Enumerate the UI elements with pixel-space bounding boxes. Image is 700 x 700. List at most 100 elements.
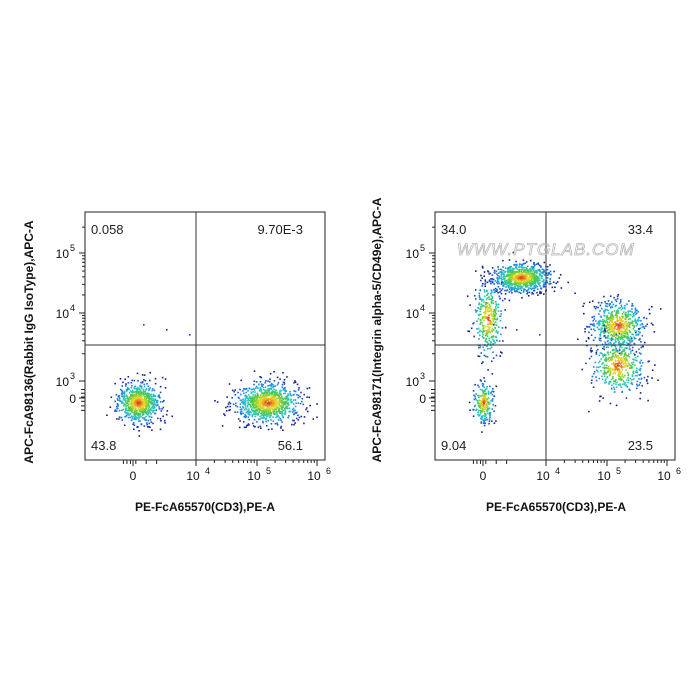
event-point <box>493 310 496 313</box>
event-point <box>513 278 516 281</box>
event-point <box>491 278 493 280</box>
event-point <box>615 365 617 368</box>
event-point <box>559 274 562 276</box>
event-point <box>269 380 271 383</box>
event-point <box>159 385 162 388</box>
event-point <box>139 401 141 403</box>
event-point <box>499 291 501 293</box>
event-point <box>635 334 637 336</box>
event-point <box>478 406 481 408</box>
event-point <box>275 411 278 413</box>
event-point <box>623 322 626 325</box>
event-point <box>604 328 606 330</box>
event-point <box>480 303 483 306</box>
event-point <box>477 394 479 397</box>
event-point <box>234 394 237 396</box>
event-point <box>247 409 249 412</box>
event-point <box>476 320 478 322</box>
event-point <box>489 416 491 419</box>
event-point <box>519 274 521 277</box>
event-point <box>242 406 244 408</box>
event-point <box>624 352 627 354</box>
event-point <box>605 327 607 330</box>
event-point <box>484 279 487 281</box>
event-point <box>601 363 603 365</box>
event-point <box>158 396 161 398</box>
event-point <box>599 320 601 322</box>
event-point <box>266 407 269 410</box>
event-point <box>592 328 595 331</box>
event-point <box>512 287 515 289</box>
event-point <box>521 279 524 282</box>
event-point <box>610 378 613 381</box>
event-point <box>116 398 119 400</box>
scatter-points <box>106 324 318 437</box>
event-point <box>258 383 260 386</box>
event-point <box>492 343 495 345</box>
event-point <box>626 339 629 341</box>
event-point <box>597 301 600 304</box>
event-point <box>614 363 616 366</box>
event-point <box>277 419 280 421</box>
event-point <box>137 400 139 402</box>
event-point <box>631 375 634 378</box>
event-point <box>247 400 249 402</box>
event-point <box>289 394 292 396</box>
event-point <box>251 398 254 400</box>
event-point <box>480 274 482 277</box>
event-point <box>528 270 530 272</box>
event-point <box>508 279 510 282</box>
event-point <box>301 400 303 403</box>
event-point <box>294 390 297 393</box>
event-point <box>628 325 631 327</box>
event-point <box>614 327 616 330</box>
event-point <box>495 270 498 273</box>
event-point <box>599 333 601 336</box>
event-point <box>630 381 633 384</box>
event-point <box>603 334 606 337</box>
event-point <box>260 394 262 396</box>
event-point <box>599 304 602 307</box>
event-point <box>613 342 615 345</box>
event-point <box>519 276 522 278</box>
event-point <box>248 403 251 406</box>
event-point <box>257 396 259 398</box>
event-point <box>603 372 606 374</box>
event-point <box>490 346 493 349</box>
event-point <box>478 394 480 397</box>
event-point <box>258 390 261 392</box>
event-point <box>239 393 242 396</box>
event-point <box>526 281 528 284</box>
event-point <box>137 406 140 408</box>
event-point <box>629 310 632 312</box>
event-point <box>157 395 160 398</box>
event-point <box>636 383 638 386</box>
event-point <box>610 342 612 345</box>
event-point <box>626 329 628 331</box>
event-point <box>533 286 536 289</box>
event-point <box>126 396 129 398</box>
event-point <box>631 324 634 327</box>
event-point <box>278 416 280 419</box>
event-point <box>482 419 484 421</box>
event-point <box>506 275 508 277</box>
event-point <box>139 393 142 396</box>
event-point <box>253 388 255 390</box>
event-point <box>529 282 531 285</box>
event-point <box>484 334 487 337</box>
event-point <box>153 398 155 401</box>
event-point <box>521 277 523 280</box>
event-point <box>522 271 525 274</box>
event-point <box>510 290 512 292</box>
event-point <box>623 365 626 367</box>
event-point <box>127 416 130 419</box>
event-point <box>496 289 498 291</box>
event-point <box>118 394 120 397</box>
event-point <box>276 399 278 402</box>
event-point <box>268 394 271 397</box>
event-point <box>524 271 527 274</box>
event-point <box>520 263 523 266</box>
event-point <box>493 322 495 324</box>
event-point <box>625 337 628 339</box>
